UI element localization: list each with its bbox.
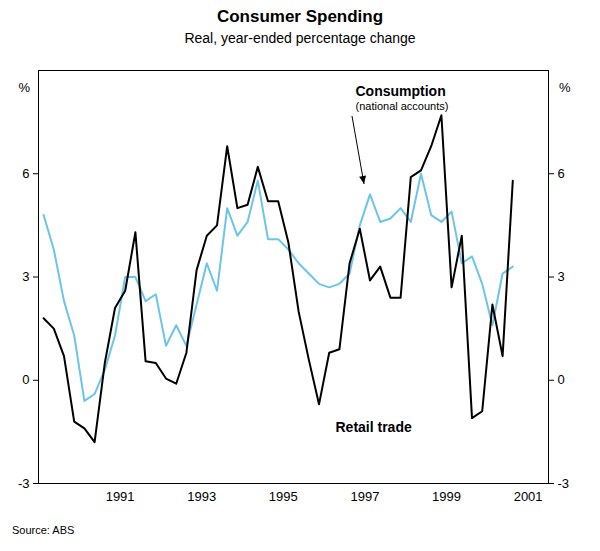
svg-text:%: %: [19, 80, 31, 95]
svg-text:1995: 1995: [269, 489, 298, 504]
svg-text:-3: -3: [18, 476, 30, 491]
svg-text:1999: 1999: [432, 489, 461, 504]
svg-text:6: 6: [22, 166, 29, 181]
svg-text:0: 0: [558, 372, 565, 387]
svg-text:%: %: [559, 80, 571, 95]
svg-text:1993: 1993: [187, 489, 216, 504]
svg-text:Consumption: Consumption: [356, 83, 446, 99]
svg-text:2001: 2001: [514, 489, 543, 504]
svg-text:(national accounts): (national accounts): [356, 100, 449, 112]
svg-text:-3: -3: [558, 476, 570, 491]
svg-text:6: 6: [558, 166, 565, 181]
html-text:Source: ABS: Source: ABS: [12, 524, 75, 536]
svg-text:3: 3: [558, 269, 565, 284]
html-text:Consumer Spending: Consumer Spending: [216, 7, 384, 26]
svg-text:3: 3: [22, 269, 29, 284]
svg-text:1997: 1997: [350, 489, 379, 504]
svg-text:1991: 1991: [106, 489, 135, 504]
svg-text:0: 0: [22, 372, 29, 387]
svg-text:Retail trade: Retail trade: [336, 419, 412, 435]
html-text:Real, year-ended percentage ch: Real, year-ended percentage change: [184, 30, 416, 46]
